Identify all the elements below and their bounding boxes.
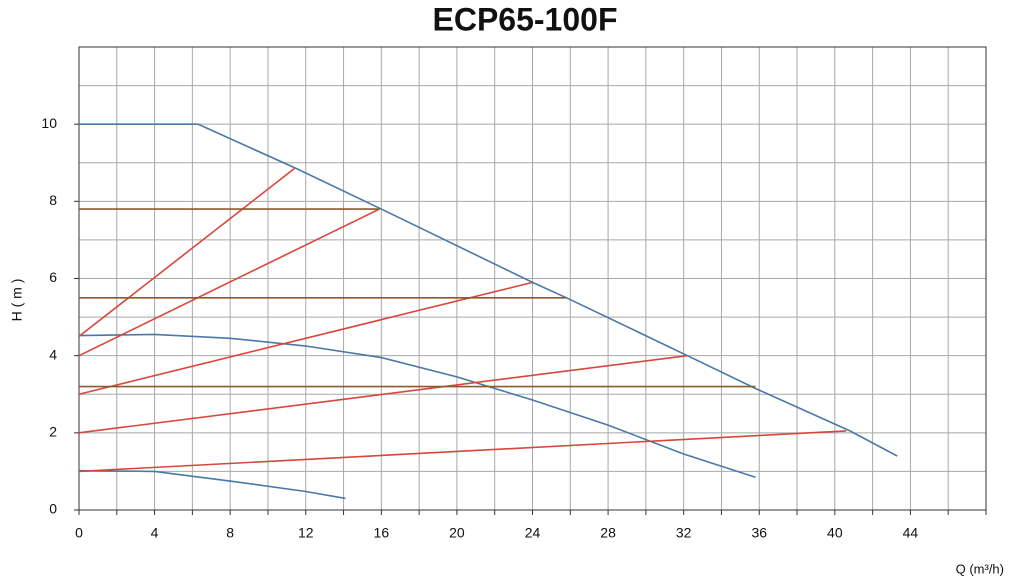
x-tick-label: 0	[75, 525, 83, 541]
x-axis-label: Q (m³/h)	[956, 561, 1004, 576]
curve	[78, 167, 295, 338]
x-tick-label: 36	[751, 525, 767, 541]
y-axis-label: H ( m )	[9, 279, 25, 322]
x-tick-label: 4	[151, 525, 159, 541]
curve	[78, 430, 847, 473]
y-tick-label: 2	[49, 424, 57, 440]
curve	[78, 281, 533, 396]
y-tick-label: 10	[41, 115, 57, 131]
curve	[79, 123, 898, 457]
x-tick-label: 28	[600, 525, 616, 541]
x-tick-label: 24	[525, 525, 541, 541]
curve	[78, 333, 756, 478]
x-tick-label: 44	[903, 525, 919, 541]
curve	[78, 354, 688, 434]
y-tick-label: 8	[49, 192, 57, 208]
y-tick-label: 0	[49, 501, 57, 517]
y-tick-label: 6	[49, 269, 57, 285]
x-tick-label: 8	[226, 525, 234, 541]
curve	[78, 469, 346, 500]
x-tick-label: 20	[449, 525, 465, 541]
curve	[78, 208, 380, 357]
x-tick-label: 12	[298, 525, 314, 541]
x-tick-label: 32	[676, 525, 692, 541]
chart-title: ECP65-100F	[433, 1, 618, 37]
x-tick-label: 40	[827, 525, 843, 541]
y-tick-label: 4	[49, 346, 57, 362]
x-tick-label: 16	[374, 525, 390, 541]
